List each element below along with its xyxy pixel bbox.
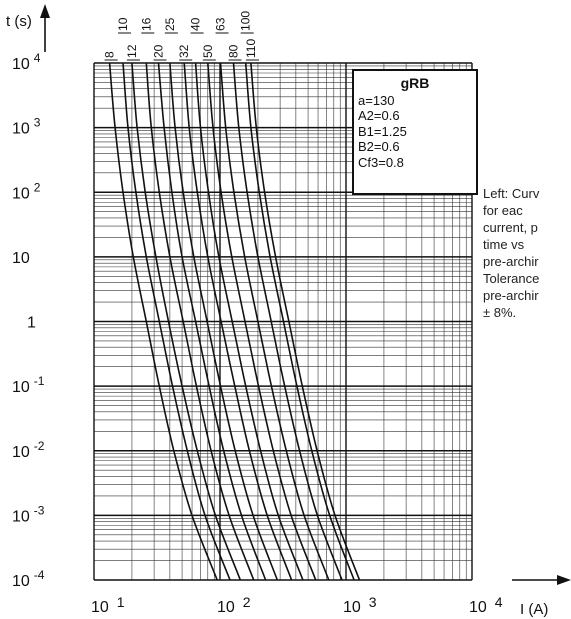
tick-exponent: -2 [34, 439, 45, 453]
curve-80a [232, 62, 343, 581]
y-tick-label: 10 4 [12, 51, 41, 73]
caption-text: Left: Curv for eac current, p time vs pr… [483, 185, 571, 321]
curve-series [108, 62, 361, 581]
x-axis-arrowhead [557, 575, 571, 585]
tick-base: 10 [12, 250, 30, 267]
x-axis-label: I (A) [520, 601, 548, 618]
curve-110a [250, 62, 361, 581]
param-a2: A2=0.6 [358, 108, 400, 124]
curve-label-25a: 25 [163, 17, 177, 31]
curve-label-16a: 16 [139, 17, 153, 31]
tick-exponent: -4 [34, 568, 45, 582]
y-tick-label: 10 [12, 250, 30, 267]
x-tick-label: 10 2 [217, 594, 251, 616]
curve-label-40a: 40 [189, 17, 203, 31]
caption-line: current, p [483, 220, 538, 235]
y-tick-label: 10 -3 [12, 503, 45, 525]
tick-base: 10 [12, 379, 30, 396]
caption-line: ± 8%. [483, 305, 517, 320]
tick-base: 10 [217, 599, 235, 616]
param-b1: B1=1.25 [358, 123, 407, 139]
curve-50a [207, 62, 317, 581]
curve-25a [169, 62, 279, 581]
param-a: a=130 [358, 92, 395, 108]
curve-8a [108, 62, 218, 581]
tick-base: 10 [469, 599, 487, 616]
tick-base: 10 [12, 573, 30, 590]
curve-label-50a: 50 [201, 44, 215, 58]
y-axis-label: t (s) [6, 13, 32, 30]
tick-exponent: -3 [34, 503, 45, 517]
curve-label-100a: 100 [239, 11, 253, 31]
x-tick-label: 10 3 [343, 594, 377, 616]
param-cf3: Cf3=0.8 [358, 154, 404, 170]
major-grid [93, 62, 473, 581]
axes: t (s) I (A) [6, 4, 571, 618]
curve-16a [145, 62, 255, 581]
caption-line: Tolerance [483, 271, 540, 286]
curve-32a [183, 62, 293, 581]
tick-exponent: 4 [495, 594, 503, 610]
tick-exponent: -1 [34, 374, 45, 388]
caption-line: for eac [483, 203, 523, 218]
curve-20a [157, 62, 267, 581]
curve-10a [122, 62, 231, 581]
parameters-title: gRB [400, 75, 430, 91]
x-tick-label: 10 1 [91, 594, 125, 616]
curve-label-80a: 80 [227, 44, 241, 58]
curve-100a [244, 62, 355, 581]
curve-label-20a: 20 [152, 44, 166, 58]
tick-exponent: 3 [34, 116, 41, 130]
tick-exponent: 4 [34, 51, 41, 65]
curve-label-10a: 10 [116, 17, 130, 31]
curve-label-32a: 32 [177, 44, 191, 58]
param-b2: B2=0.6 [358, 139, 400, 155]
caption-line: pre-archir [483, 254, 539, 269]
tick-exponent: 2 [34, 180, 41, 194]
curve-label-8a: 8 [103, 51, 117, 58]
curve-40a [194, 62, 304, 581]
tick-exponent: 3 [369, 594, 377, 610]
curve-label-12a: 12 [125, 44, 139, 58]
y-tick-label: 10 -2 [12, 439, 45, 461]
caption-line: Left: Curv [483, 186, 540, 201]
tick-base: 10 [12, 121, 30, 138]
parameters-box: gRB a=130 A2=0.6 B1=1.25 B2=0.6 Cf3=0.8 [352, 69, 478, 195]
x-tick-label: 10 4 [469, 594, 503, 616]
tick-base: 10 [12, 444, 30, 461]
tick-base: 10 [12, 185, 30, 202]
tick-base: 10 [12, 508, 30, 525]
y-tick-label: 10 3 [12, 116, 41, 138]
caption-line: time vs [483, 237, 525, 252]
axis-tick-labels: 10 4 10 3 10 2 10 1 10 -1 10 -2 10 -3 10 -4 10 1 10 2 10 3 10 4 [12, 51, 503, 616]
y-axis-arrowhead [40, 4, 50, 18]
curve-label-110a: 110 [244, 39, 258, 58]
curve-63a [219, 62, 330, 581]
curve-label-63a: 63 [214, 17, 228, 31]
tick-base: 10 [12, 56, 30, 73]
y-tick-label: 10 -4 [12, 568, 45, 590]
y-tick-label: 10 -1 [12, 374, 45, 396]
tick-base: 10 [343, 599, 361, 616]
tick-base: 10 [91, 599, 109, 616]
tick-exponent: 1 [117, 594, 125, 610]
tick-exponent: 2 [243, 594, 251, 610]
caption-line: pre-archir [483, 288, 539, 303]
y-tick-label: 1 [27, 315, 36, 332]
tick-base: 1 [27, 315, 36, 332]
curve-12a [131, 62, 242, 581]
y-tick-label: 10 2 [12, 180, 41, 202]
